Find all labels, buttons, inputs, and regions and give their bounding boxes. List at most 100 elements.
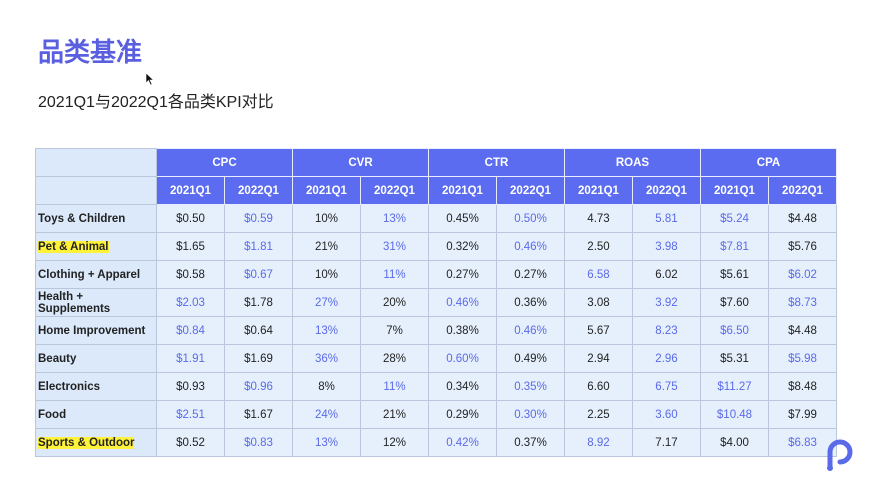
table-row: Toys & Children $0.50 $0.59 10% 13% 0.45% 0.50… xyxy=(35,204,837,233)
kpi-cell: 31% xyxy=(360,232,429,261)
kpi-cell: 0.32% xyxy=(428,232,497,261)
kpi-cell: 36% xyxy=(292,344,361,373)
kpi-cell: $6.50 xyxy=(700,316,769,345)
group-header: CVR xyxy=(292,148,429,177)
kpi-cell: 0.45% xyxy=(428,204,497,233)
kpi-cell: $0.64 xyxy=(224,316,293,345)
category-label: Clothing + Apparel xyxy=(38,268,141,281)
kpi-cell: $1.81 xyxy=(224,232,293,261)
kpi-cell: $5.31 xyxy=(700,344,769,373)
table-body: Toys & Children $0.50 $0.59 10% 13% 0.45% 0.50… xyxy=(35,204,837,457)
kpi-cell: $1.67 xyxy=(224,400,293,429)
kpi-cell: $1.65 xyxy=(156,232,225,261)
table-row: Food $2.51 $1.67 24% 21% 0.29% 0.30% 2.25 3.60 $1… xyxy=(35,400,837,429)
kpi-cell: 0.46% xyxy=(428,288,497,317)
kpi-cell: 2.94 xyxy=(564,344,633,373)
group-header-row: CPC CVR CTR ROAS CPA xyxy=(35,148,837,177)
kpi-cell: 0.38% xyxy=(428,316,497,345)
kpi-cell: $1.69 xyxy=(224,344,293,373)
row-label: Home Improvement xyxy=(35,316,157,345)
kpi-cell: 2.25 xyxy=(564,400,633,429)
row-label: Sports & Outdoor xyxy=(35,428,157,457)
kpi-cell: $0.93 xyxy=(156,372,225,401)
kpi-cell: 6.75 xyxy=(632,372,701,401)
kpi-cell: $5.24 xyxy=(700,204,769,233)
kpi-cell: 2.50 xyxy=(564,232,633,261)
kpi-cell: $0.67 xyxy=(224,260,293,289)
kpi-cell: 8.92 xyxy=(564,428,633,457)
kpi-cell: $0.83 xyxy=(224,428,293,457)
sub-header: 2022Q1 xyxy=(768,176,837,205)
logo xyxy=(827,439,853,471)
kpi-cell: $4.48 xyxy=(768,316,837,345)
kpi-cell: $7.99 xyxy=(768,400,837,429)
table-row: Home Improvement $0.84 $0.64 13% 7% 0.38% 0.46… xyxy=(35,316,837,345)
table-row: Health + Supplements $2.03 $1.78 27% 20% 0.46… xyxy=(35,288,837,317)
kpi-cell: 3.60 xyxy=(632,400,701,429)
kpi-cell: 4.73 xyxy=(564,204,633,233)
kpi-cell: $1.91 xyxy=(156,344,225,373)
kpi-cell: 2.96 xyxy=(632,344,701,373)
kpi-cell: 6.58 xyxy=(564,260,633,289)
category-label: Electronics xyxy=(38,380,100,393)
kpi-cell: $2.03 xyxy=(156,288,225,317)
kpi-cell: 11% xyxy=(360,260,429,289)
sub-header: 2021Q1 xyxy=(428,176,497,205)
kpi-cell: 0.37% xyxy=(496,428,565,457)
kpi-cell: 6.02 xyxy=(632,260,701,289)
sub-header-row: 2021Q1 2022Q1 2021Q1 2022Q1 2021Q1 2022Q1 2021… xyxy=(35,176,837,205)
kpi-cell: $1.78 xyxy=(224,288,293,317)
kpi-cell: 0.46% xyxy=(496,232,565,261)
kpi-cell: $4.00 xyxy=(700,428,769,457)
table-row: Sports & Outdoor $0.52 $0.83 13% 12% 0.42% 0.3… xyxy=(35,428,837,457)
kpi-cell: 0.42% xyxy=(428,428,497,457)
mouse-cursor xyxy=(145,72,155,86)
kpi-cell: 0.49% xyxy=(496,344,565,373)
kpi-cell: 10% xyxy=(292,260,361,289)
category-label: Toys & Children xyxy=(38,212,126,225)
kpi-cell: $5.76 xyxy=(768,232,837,261)
sub-header: 2021Q1 xyxy=(292,176,361,205)
category-label: Home Improvement xyxy=(38,324,146,337)
category-label: Sports & Outdoor xyxy=(38,436,135,449)
kpi-cell: $5.61 xyxy=(700,260,769,289)
kpi-cell: 12% xyxy=(360,428,429,457)
kpi-cell: $5.98 xyxy=(768,344,837,373)
category-label: Health + Supplements xyxy=(38,290,111,315)
kpi-cell: 0.50% xyxy=(496,204,565,233)
kpi-cell: 11% xyxy=(360,372,429,401)
kpi-cell: $0.59 xyxy=(224,204,293,233)
kpi-cell: $7.81 xyxy=(700,232,769,261)
kpi-cell: 6.60 xyxy=(564,372,633,401)
kpi-cell: 5.81 xyxy=(632,204,701,233)
table-row: Pet & Animal $1.65 $1.81 21% 31% 0.32% 0.46% 2.… xyxy=(35,232,837,261)
kpi-cell: $0.52 xyxy=(156,428,225,457)
slide-subtitle: 2021Q1与2022Q1各品类KPI对比 xyxy=(38,94,274,111)
row-label: Health + Supplements xyxy=(35,288,157,317)
kpi-cell: 10% xyxy=(292,204,361,233)
kpi-cell: 0.34% xyxy=(428,372,497,401)
kpi-cell: 13% xyxy=(292,428,361,457)
kpi-cell: 8.23 xyxy=(632,316,701,345)
kpi-cell: $4.48 xyxy=(768,204,837,233)
category-label: Pet & Animal xyxy=(38,240,109,253)
kpi-cell: 3.92 xyxy=(632,288,701,317)
kpi-cell: 13% xyxy=(292,316,361,345)
kpi-cell: $8.48 xyxy=(768,372,837,401)
sub-header: 2022Q1 xyxy=(360,176,429,205)
row-label: Beauty xyxy=(35,344,157,373)
kpi-cell: 13% xyxy=(360,204,429,233)
category-label: Beauty xyxy=(38,352,77,365)
kpi-cell: 8% xyxy=(292,372,361,401)
kpi-cell: $8.73 xyxy=(768,288,837,317)
kpi-cell: 7% xyxy=(360,316,429,345)
sub-header: 2021Q1 xyxy=(700,176,769,205)
kpi-cell: 21% xyxy=(360,400,429,429)
kpi-cell: $2.51 xyxy=(156,400,225,429)
kpi-cell: 21% xyxy=(292,232,361,261)
slide-title: 品类基准 xyxy=(38,37,143,67)
kpi-cell: $0.50 xyxy=(156,204,225,233)
kpi-cell: 27% xyxy=(292,288,361,317)
kpi-cell: 0.46% xyxy=(496,316,565,345)
kpi-cell: 7.17 xyxy=(632,428,701,457)
